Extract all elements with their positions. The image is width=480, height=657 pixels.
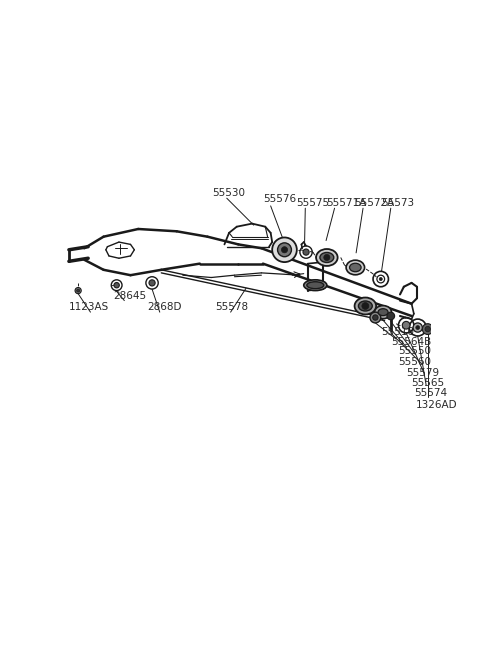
Ellipse shape [374, 306, 392, 319]
Circle shape [425, 327, 431, 332]
Circle shape [387, 312, 395, 320]
Ellipse shape [349, 263, 361, 272]
Ellipse shape [320, 252, 334, 263]
Circle shape [362, 302, 369, 309]
Ellipse shape [359, 301, 372, 311]
Ellipse shape [304, 280, 327, 290]
Text: 55571A: 55571A [326, 198, 366, 208]
Ellipse shape [307, 282, 324, 288]
Ellipse shape [378, 309, 388, 315]
Circle shape [303, 249, 309, 255]
Circle shape [370, 312, 381, 323]
Text: 55575: 55575 [296, 198, 329, 208]
Text: 55572A: 55572A [354, 198, 394, 208]
Circle shape [413, 323, 422, 332]
Circle shape [75, 288, 81, 294]
Text: 1123AS: 1123AS [69, 302, 109, 312]
Text: 55550: 55550 [398, 346, 432, 356]
Text: 55573: 55573 [381, 198, 414, 208]
Text: 55574: 55574 [414, 388, 447, 398]
Circle shape [77, 289, 80, 292]
Circle shape [372, 315, 378, 320]
Ellipse shape [355, 298, 376, 315]
Circle shape [277, 243, 291, 257]
Text: 55565: 55565 [411, 378, 444, 388]
Ellipse shape [346, 260, 365, 275]
Circle shape [149, 280, 155, 286]
Text: 55578: 55578 [215, 302, 248, 312]
Text: 55576: 55576 [263, 194, 296, 204]
Circle shape [114, 283, 120, 288]
Circle shape [416, 326, 420, 329]
Circle shape [324, 254, 330, 261]
Circle shape [379, 277, 382, 281]
Text: 1326AD: 1326AD [415, 400, 457, 410]
Text: 28645: 28645 [114, 290, 147, 301]
Text: 55560: 55560 [398, 357, 432, 367]
Circle shape [422, 324, 433, 334]
Circle shape [281, 246, 288, 253]
Text: 2868D: 2868D [147, 302, 182, 312]
Ellipse shape [316, 249, 337, 266]
Text: 55510: 55510 [381, 327, 414, 337]
Text: 55579: 55579 [406, 368, 439, 378]
Text: 55530: 55530 [212, 188, 245, 198]
Text: 55564B: 55564B [391, 337, 431, 347]
Circle shape [402, 321, 410, 329]
Circle shape [272, 237, 297, 262]
